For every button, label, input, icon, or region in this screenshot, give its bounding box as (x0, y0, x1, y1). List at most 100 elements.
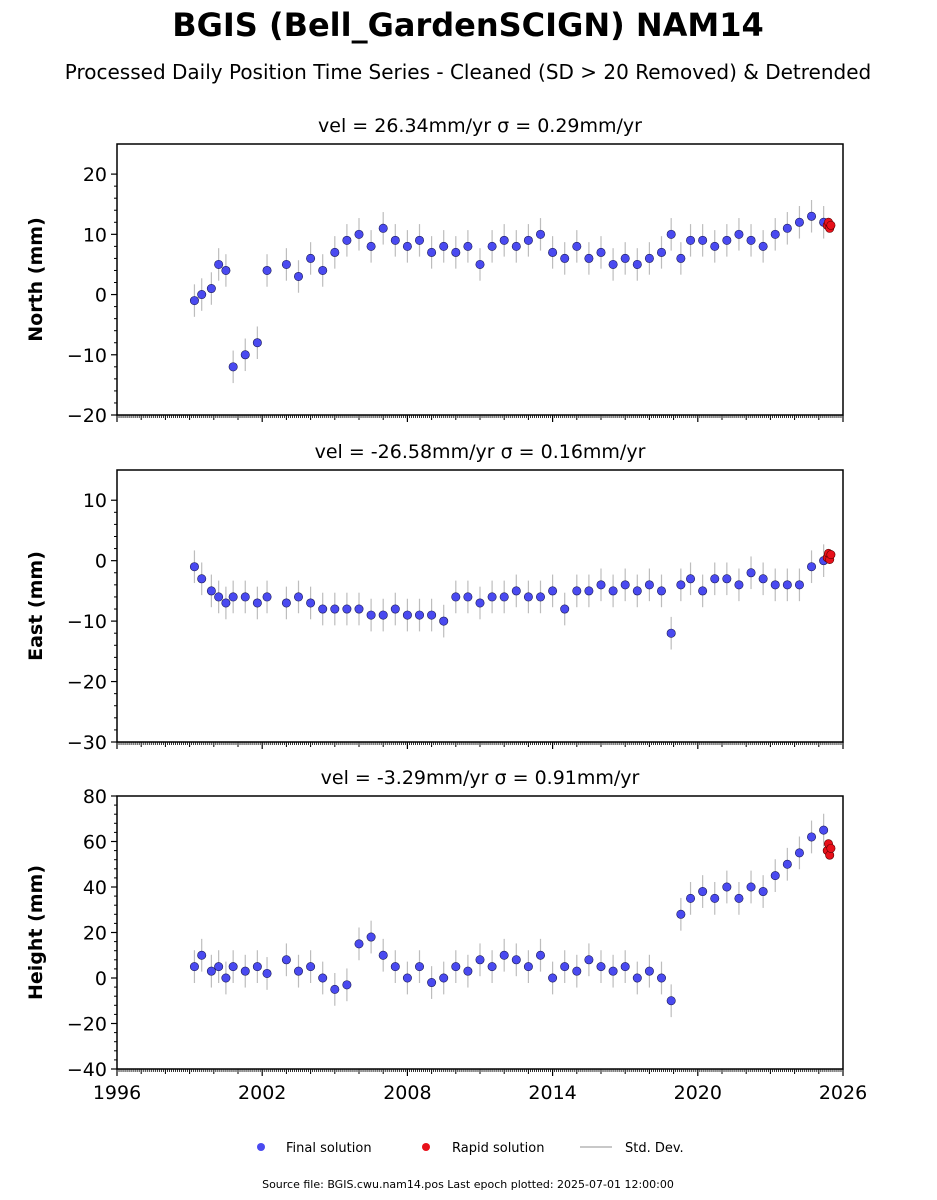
final-solution-point (758, 241, 768, 251)
final-solution-point (572, 241, 582, 251)
y-tick-label: 0 (95, 285, 107, 307)
final-solution-point (782, 580, 792, 590)
final-solution-point (330, 604, 340, 614)
final-solution-point (330, 247, 340, 257)
final-solution-point (240, 966, 250, 976)
final-solution-point (206, 586, 216, 596)
final-solution-point (197, 574, 207, 584)
final-solution-point (252, 962, 262, 972)
final-solution-point (499, 235, 509, 245)
final-solution-point (189, 296, 199, 306)
final-solution-point (214, 259, 224, 269)
final-solution-point (686, 893, 696, 903)
panels: vel = 26.34mm/yr σ = 0.29mm/yr North (mm)… (25, 115, 867, 1104)
final-solution-point (632, 586, 642, 596)
y-tick-label: 80 (83, 786, 107, 808)
final-solution-point (535, 950, 545, 960)
final-solution-point (221, 598, 231, 608)
final-solution-point (794, 580, 804, 590)
final-solution-point (770, 580, 780, 590)
final-solution-point (378, 610, 388, 620)
final-solution-point (734, 893, 744, 903)
y-tick-label: 60 (83, 832, 107, 854)
final-solution-point (228, 592, 238, 602)
final-solution-point (596, 247, 606, 257)
final-solution-point (572, 966, 582, 976)
y-axis-label: North (mm) (25, 217, 47, 342)
final-solution-point (281, 598, 291, 608)
final-solution-point (221, 973, 231, 983)
final-solution-point (487, 241, 497, 251)
final-solution-point (214, 592, 224, 602)
final-solution-point (548, 973, 558, 983)
final-solution-point (281, 955, 291, 965)
final-solution-point (330, 984, 340, 994)
final-solution-point (463, 592, 473, 602)
final-solution-point (746, 568, 756, 578)
final-solution-point (656, 973, 666, 983)
final-solution-point (427, 247, 437, 257)
final-solution-point (354, 604, 364, 614)
final-solution-point (686, 235, 696, 245)
final-solution-point (511, 955, 521, 965)
final-solution-point (240, 592, 250, 602)
final-solution-point (252, 338, 262, 348)
final-solution-point (463, 966, 473, 976)
final-solution-point (281, 259, 291, 269)
final-solution-point (262, 265, 272, 275)
y-axis-label: Height (mm) (25, 865, 47, 1000)
final-solution-point (782, 859, 792, 869)
final-solution-point (620, 253, 630, 263)
final-solution-point (596, 962, 606, 972)
final-solution-point (475, 955, 485, 965)
x-tick-label: 2014 (528, 1082, 576, 1104)
final-solution-point (221, 265, 231, 275)
y-tick-label: −20 (67, 672, 107, 694)
final-solution-point (523, 962, 533, 972)
final-solution-point (656, 247, 666, 257)
x-tick-label: 2026 (819, 1082, 867, 1104)
final-solution-point (584, 586, 594, 596)
final-solution-point (414, 962, 424, 972)
final-solution-point (560, 253, 570, 263)
final-solution-point (366, 241, 376, 251)
final-solution-point (366, 932, 376, 942)
final-solution-point (427, 978, 437, 988)
final-solution-point (378, 223, 388, 233)
final-solution-point (342, 604, 352, 614)
final-solution-point (414, 610, 424, 620)
panel-1: vel = 26.34mm/yr σ = 0.29mm/yr North (mm)… (25, 115, 844, 427)
panel-3: vel = -3.29mm/yr σ = 0.91mm/yr Height (mm… (25, 767, 867, 1104)
final-solution-point (535, 229, 545, 239)
x-tick-label: 1996 (93, 1082, 141, 1104)
final-solution-point (734, 229, 744, 239)
final-solution-point (214, 962, 224, 972)
final-solution-point (676, 580, 686, 590)
final-solution-point (722, 882, 732, 892)
final-solution-point (451, 592, 461, 602)
final-solution-point (794, 217, 804, 227)
final-solution-point (354, 229, 364, 239)
final-solution-point (354, 939, 364, 949)
legend-final-label: Final solution (286, 1141, 372, 1156)
final-solution-point (499, 950, 509, 960)
final-solution-point (584, 253, 594, 263)
x-tick-label: 2020 (674, 1082, 722, 1104)
final-solution-point (548, 247, 558, 257)
final-solution-point (698, 586, 708, 596)
final-solution-point (710, 574, 720, 584)
final-solution-point (402, 241, 412, 251)
final-solution-point (644, 966, 654, 976)
final-solution-point (632, 259, 642, 269)
final-solution-point (511, 241, 521, 251)
panel-title: vel = -26.58mm/yr σ = 0.16mm/yr (315, 441, 646, 463)
final-solution-point (451, 962, 461, 972)
final-solution-point (782, 223, 792, 233)
final-solution-point (632, 973, 642, 983)
final-solution-point (560, 962, 570, 972)
final-solution-point (390, 604, 400, 614)
final-solution-point (262, 592, 272, 602)
y-tick-label: 20 (83, 164, 107, 186)
final-solution-point (722, 574, 732, 584)
final-solution-point (644, 580, 654, 590)
